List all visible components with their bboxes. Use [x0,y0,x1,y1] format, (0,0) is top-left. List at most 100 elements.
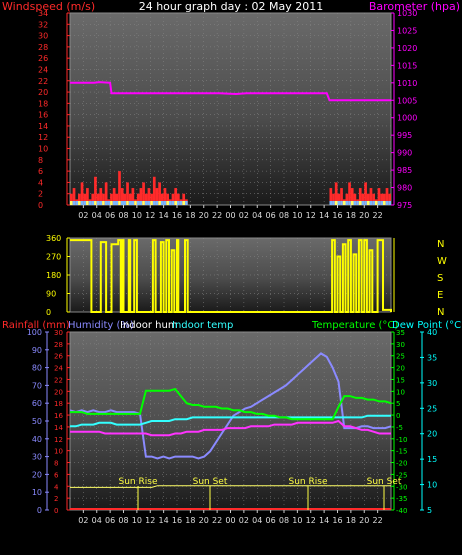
y-tick-label-humidity: 50 [32,417,42,426]
compass-label: W [437,256,447,267]
wind-bar [123,193,127,205]
series-line-indoor-hum [70,485,391,488]
wind-gust-base [372,201,375,205]
y-tick-label-humidity: 60 [32,399,42,408]
y-tick-label-dewpoint: 10 [427,481,437,490]
x-tick-label: 04 [92,211,102,220]
x-tick-label: 12 [145,211,155,220]
wind-bar [78,193,81,205]
y-tick-label-rain: 24 [54,365,63,373]
y-tick-label-rain: 4 [54,483,59,491]
wind-bar [353,193,357,205]
x-tick-label: 18 [185,211,195,220]
wind-direction-line [70,239,392,313]
y-tick-label-direction: 270 [46,253,61,262]
wind-gust-base [171,201,175,205]
wind-bar [126,182,129,205]
wind-gust-base [110,201,113,205]
wind-bar [131,188,135,205]
wind-gust-base [86,201,89,205]
y-tick-label-temperature: -20 [396,460,407,468]
wind-gust-base [345,201,349,205]
y-tick-label-humidity: 40 [32,435,42,444]
y-tick-label-rain: 0 [54,507,58,515]
x-tick-label: 02 [78,211,88,220]
x-tick-label: 22 [212,211,222,220]
wind-bar [364,182,367,205]
x-tick-label: 04 [92,516,102,525]
wind-bar [334,182,338,205]
wind-bar [332,193,335,205]
y-tick-label-humidity: 80 [32,364,42,373]
wind-gust-base [123,201,127,205]
y-tick-label-dewpoint: 40 [427,328,437,337]
compass-label: N [437,307,444,318]
series-line-temperature [70,387,392,421]
wind-bar [96,193,100,205]
y-tick-label-barometer: 990 [397,149,412,158]
wind-bar [128,193,132,205]
x-tick-label: 00 [225,516,235,525]
wind-bar [104,182,108,205]
wind-gust-base [120,201,124,205]
wind-bar [174,188,178,205]
x-tick-label: 08 [118,211,128,220]
wind-gust-base [377,201,381,205]
wind-gust-base [96,201,100,205]
wind-gust-base [102,201,105,205]
x-tick-label: 10 [132,516,142,525]
y-tick-label-dewpoint: 30 [427,379,437,388]
y-tick-label-temperature: 15 [396,376,405,384]
x-tick-label: 02 [239,516,249,525]
x-tick-label: 06 [266,211,276,220]
y-tick-label-dewpoint: 15 [427,455,437,464]
x-tick-label: 06 [105,211,115,220]
compass-label: N [437,239,444,250]
wind-gust-base [160,201,164,205]
x-tick-label: 16 [172,211,182,220]
wind-gust-base [332,201,335,205]
wind-bar [142,182,145,205]
x-tick-label: 02 [239,211,249,220]
wind-gust-base [185,201,188,205]
wind-bar [120,188,124,205]
y-tick-label-humidity: 70 [32,381,42,390]
wind-bar [345,193,349,205]
wind-bar [139,188,143,205]
x-tick-label: 16 [332,211,342,220]
wind-bar [372,193,375,205]
x-tick-label: 10 [292,516,302,525]
wind-bar [182,193,186,205]
wind-gust-base [144,201,148,205]
y-tick-label-windspeed: 26 [38,54,48,63]
y-tick-label-dewpoint: 20 [427,430,437,439]
y-tick-label-temperature: -30 [396,483,407,491]
wind-gust-base [329,201,333,205]
y-tick-label-windspeed: 20 [38,88,48,97]
y-tick-label-windspeed: 34 [38,9,48,18]
wind-bar [155,188,159,205]
wind-bar [366,193,370,205]
y-tick-label-barometer: 995 [397,131,412,140]
y-tick-label-rain: 20 [54,388,63,396]
barometer-line [70,81,391,102]
wind-gust-base [361,201,365,205]
wind-gust-base [126,201,129,205]
y-axis-label-barometer: Barometer (hpa) [369,0,460,13]
x-tick-label: 22 [373,516,383,525]
x-tick-label: 08 [279,516,289,525]
wind-gust-base [155,201,159,205]
x-tick-label: 10 [132,211,142,220]
y-tick-label-windspeed: 24 [38,65,48,74]
wind-bar [99,188,103,205]
y-tick-label-direction: 0 [46,308,51,317]
y-tick-label-dewpoint: 35 [427,353,437,362]
wind-gust-base [80,201,84,205]
wind-gust-base [139,201,143,205]
x-tick-label: 12 [306,516,316,525]
x-tick-label: 10 [292,211,302,220]
wind-gust-base [382,201,386,205]
compass-label: S [437,273,443,284]
x-tick-label: 16 [332,516,342,525]
